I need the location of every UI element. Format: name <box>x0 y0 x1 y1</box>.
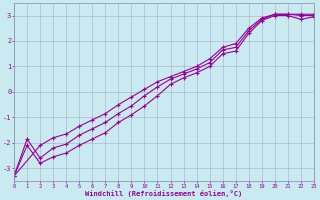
X-axis label: Windchill (Refroidissement éolien,°C): Windchill (Refroidissement éolien,°C) <box>85 190 243 197</box>
